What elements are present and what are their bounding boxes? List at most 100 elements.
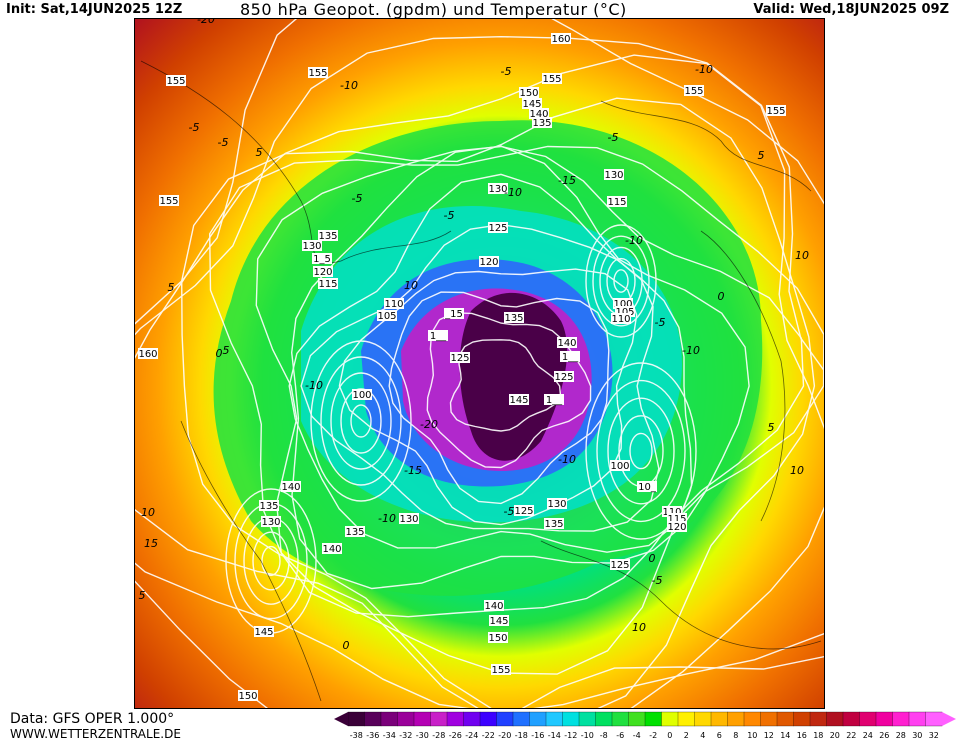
legend-swatch bbox=[925, 711, 943, 727]
svg-text:135: 135 bbox=[532, 118, 551, 129]
legend-swatch bbox=[496, 711, 514, 727]
svg-text:110: 110 bbox=[662, 507, 681, 518]
geopotential-label: 110 bbox=[662, 506, 682, 518]
legend-tick-label: -2 bbox=[649, 731, 657, 740]
svg-text:115: 115 bbox=[607, 197, 626, 208]
svg-text:140: 140 bbox=[281, 482, 300, 493]
svg-text:125: 125 bbox=[610, 560, 629, 571]
legend-swatches bbox=[334, 711, 956, 727]
geopotential-label: 120 bbox=[313, 266, 333, 278]
svg-text:145: 145 bbox=[489, 616, 508, 627]
geopotential-label: 130 bbox=[604, 169, 624, 181]
svg-text:_15: _15 bbox=[444, 309, 463, 320]
svg-text:10_: 10_ bbox=[638, 482, 657, 493]
temperature-label: -5 bbox=[352, 192, 363, 205]
svg-text:145: 145 bbox=[254, 627, 273, 638]
isohypse-ring bbox=[330, 372, 392, 470]
legend-tick-label: -32 bbox=[399, 731, 412, 740]
isohypse-ring bbox=[585, 362, 697, 540]
geopotential-label: 100 bbox=[613, 298, 633, 310]
geopotential-label: 1__ bbox=[544, 394, 564, 406]
geopotential-label: 125 bbox=[610, 559, 630, 571]
temperature-label: -5 bbox=[608, 131, 619, 144]
legend-tick-label: -6 bbox=[616, 731, 624, 740]
legend-swatch bbox=[611, 711, 629, 727]
legend-tick-label: -4 bbox=[633, 731, 641, 740]
isohypse-line bbox=[426, 312, 592, 469]
geopotential-label: 100 bbox=[610, 460, 630, 472]
geopotential-label: 150 bbox=[488, 632, 508, 644]
isohypse-ring bbox=[585, 224, 657, 338]
geopotential-label: 150 bbox=[238, 690, 258, 702]
legend-tick-label: 12 bbox=[764, 731, 774, 740]
legend-swatch bbox=[743, 711, 761, 727]
svg-text:150: 150 bbox=[488, 633, 507, 644]
legend-tick-label: -12 bbox=[564, 731, 577, 740]
geopotential-label: 1__ bbox=[428, 330, 448, 342]
isohypse-ring bbox=[320, 356, 402, 486]
isohypse-line bbox=[300, 223, 660, 532]
legend-swatch bbox=[677, 711, 695, 727]
temperature-label: 10 bbox=[795, 249, 809, 262]
isohypse-line bbox=[288, 173, 693, 553]
svg-text:1__: 1__ bbox=[430, 331, 447, 342]
svg-text:135: 135 bbox=[544, 519, 563, 530]
temperature-label: -5 bbox=[444, 209, 455, 222]
svg-text:155: 155 bbox=[166, 76, 185, 87]
temperature-label: -5 bbox=[218, 136, 229, 149]
legend-tick-label: 2 bbox=[684, 731, 689, 740]
isohypse-ring bbox=[629, 432, 653, 470]
isohypse-line bbox=[208, 145, 824, 675]
isohypse-ring bbox=[261, 545, 281, 577]
geopotential-label: 100 bbox=[352, 389, 372, 401]
legend-arrow-right bbox=[942, 712, 956, 726]
isohypse-ring bbox=[592, 235, 650, 327]
svg-text:150: 150 bbox=[238, 691, 257, 702]
geopotential-label: 125 bbox=[450, 352, 470, 364]
geopotential-labels: 1601551551551501451401351551551551351301… bbox=[138, 33, 786, 702]
geopotential-label: 110 bbox=[611, 313, 631, 325]
svg-text:160: 160 bbox=[138, 349, 157, 360]
legend-tick-label: 20 bbox=[830, 731, 840, 740]
legend-tick-label: 14 bbox=[780, 731, 790, 740]
geopotential-label: 145 bbox=[522, 98, 542, 110]
svg-text:130: 130 bbox=[261, 517, 280, 528]
geopotential-label: 155 bbox=[159, 195, 179, 207]
geopotential-label: 130 bbox=[399, 513, 419, 525]
isohypse-line bbox=[449, 339, 562, 432]
geopotential-label: 135 bbox=[532, 117, 552, 129]
map-title: 850 hPa Geopot. (gpdm) und Temperatur (°… bbox=[240, 0, 627, 19]
legend-swatch bbox=[842, 711, 860, 727]
geopotential-label: 150 bbox=[519, 87, 539, 99]
geopotential-label: 145 bbox=[254, 626, 274, 638]
geopotential-label: 130 bbox=[488, 183, 508, 195]
svg-text:120: 120 bbox=[667, 522, 686, 533]
temperature-label: 0 bbox=[343, 639, 350, 652]
svg-text:145: 145 bbox=[522, 99, 541, 110]
legend-tick-label: 22 bbox=[846, 731, 856, 740]
svg-text:160: 160 bbox=[551, 34, 570, 45]
legend-swatch bbox=[364, 711, 382, 727]
legend-swatch bbox=[430, 711, 448, 727]
isohypse-line bbox=[135, 35, 824, 708]
temperature-label: 5 bbox=[168, 281, 175, 294]
legend-swatch bbox=[644, 711, 662, 727]
geopotential-label: 115 bbox=[667, 513, 687, 525]
legend-swatch bbox=[826, 711, 844, 727]
weather-map[interactable]: 160 155 155 155 150 145 140 135 155 155 155 135 130 1… bbox=[134, 18, 825, 709]
legend-tick-label: -22 bbox=[482, 731, 495, 740]
temperature-label: -10 bbox=[625, 234, 643, 247]
svg-text:130: 130 bbox=[604, 170, 623, 181]
geopotential-label: 140 bbox=[484, 600, 504, 612]
svg-text:120: 120 bbox=[313, 267, 332, 278]
geopotential-label: 105 bbox=[615, 306, 635, 318]
legend-tick-label: -26 bbox=[449, 731, 462, 740]
temperature-label: 10 bbox=[632, 621, 646, 634]
temperature-label: -5 bbox=[501, 65, 512, 78]
temperature-label: -20 bbox=[420, 418, 438, 431]
legend-tick-label: 8 bbox=[733, 731, 738, 740]
svg-text:155: 155 bbox=[491, 665, 510, 676]
temperature-label: 5 bbox=[139, 589, 146, 602]
svg-text:100: 100 bbox=[610, 461, 629, 472]
temperature-label: -10 bbox=[305, 379, 323, 392]
